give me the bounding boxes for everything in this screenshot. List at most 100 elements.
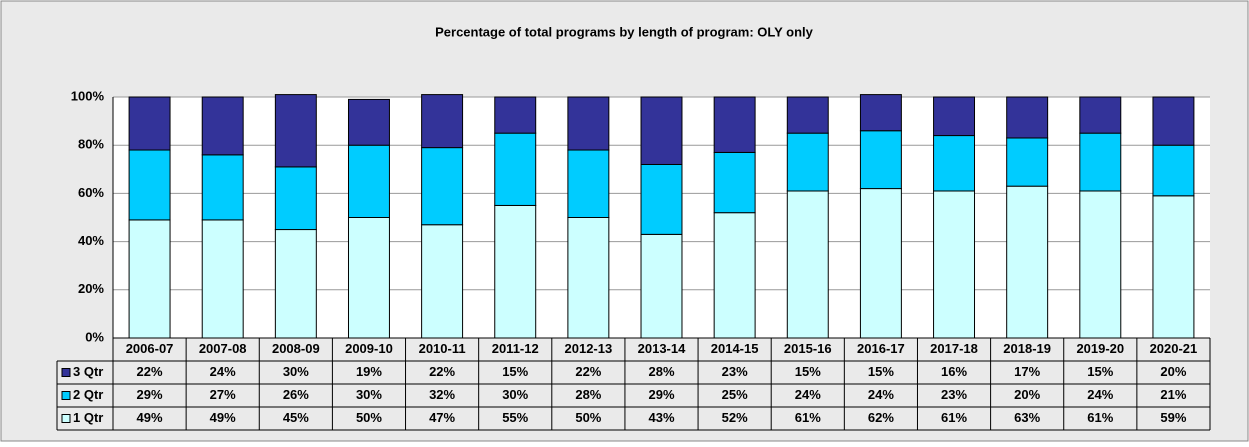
legend-label: 3 Qtr [73,364,103,379]
chart-title: Percentage of total programs by length o… [435,24,814,39]
y-tick-label: 80% [78,137,104,152]
bar-segment [567,149,610,219]
bar-segment [421,224,464,339]
x-tick-label: 2013-14 [638,341,686,356]
bar-segment [1152,144,1195,197]
x-tick-label: 2011-12 [492,341,539,356]
data-label: 30% [283,364,309,379]
bar-segment [933,135,976,192]
bar-segment [713,151,756,214]
y-tick-label: 60% [78,185,104,200]
bar-segment [421,147,464,226]
bar-segment [1152,96,1195,146]
bar-segment [786,96,829,134]
bar-segment [786,190,829,339]
bar-segment [494,204,537,339]
bar-segment [274,229,317,339]
data-label: 47% [429,410,455,425]
data-label: 23% [941,387,967,402]
bar-segment [1079,132,1122,192]
y-tick-label: 40% [78,233,104,248]
data-label: 29% [648,387,674,402]
data-label: 22% [137,364,163,379]
data-label: 20% [1014,387,1040,402]
bar-segment [1079,96,1122,134]
bar-segment [1152,195,1195,339]
data-label: 25% [722,387,748,402]
data-label: 20% [1160,364,1186,379]
bar-segment [713,212,756,339]
data-label: 30% [502,387,528,402]
data-label: 15% [795,364,821,379]
y-tick-label: 20% [78,281,104,296]
x-tick-label: 2017-18 [930,341,978,356]
data-label: 24% [210,364,236,379]
data-label: 24% [868,387,894,402]
data-label: 29% [137,387,163,402]
data-label: 43% [648,410,674,425]
data-label: 61% [941,410,967,425]
bar-segment [933,190,976,339]
bar-segment [1079,190,1122,339]
data-label: 52% [722,410,748,425]
bar-segment [786,132,829,192]
data-label: 22% [429,364,455,379]
bar-segment [640,233,683,339]
x-tick-label: 2018-19 [1003,341,1051,356]
bar-segment [128,96,171,151]
bar-segment [201,154,244,221]
data-label: 28% [648,364,674,379]
bar-segment [567,217,610,339]
bar-segment [713,96,756,153]
bar-segment [859,94,902,132]
data-label: 50% [356,410,382,425]
data-label: 61% [795,410,821,425]
legend-swatch [61,368,71,377]
legend-label: 1 Qtr [73,410,103,425]
data-label: 55% [502,410,528,425]
x-tick-label: 2015-16 [784,341,832,356]
data-label: 62% [868,410,894,425]
x-tick-label: 2016-17 [857,341,905,356]
data-label: 15% [1087,364,1113,379]
data-label: 23% [722,364,748,379]
data-label: 63% [1014,410,1040,425]
data-label: 27% [210,387,236,402]
bar-segment [347,144,390,218]
data-label: 61% [1087,410,1113,425]
data-label: 30% [356,387,382,402]
bar-segment [859,188,902,339]
bar-segment [128,219,171,339]
data-label: 21% [1160,387,1186,402]
bar-segment [1006,185,1049,339]
bar-segment [274,166,317,231]
bar-segment [494,132,537,206]
x-tick-label: 2014-15 [711,341,759,356]
x-tick-label: 2012-13 [565,341,613,356]
x-tick-label: 2007-08 [199,341,247,356]
data-label: 50% [575,410,601,425]
legend-label: 2 Qtr [73,387,103,402]
bar-segment [421,94,464,149]
data-label: 15% [868,364,894,379]
data-label: 28% [575,387,601,402]
data-label: 59% [1160,410,1186,425]
data-label: 24% [795,387,821,402]
bar-segment [347,98,390,146]
bar-segment [274,94,317,168]
data-label: 16% [941,364,967,379]
bar-segment [494,96,537,134]
data-label: 15% [502,364,528,379]
bar-segment [347,217,390,339]
data-label: 26% [283,387,309,402]
bar-segment [567,96,610,151]
x-tick-label: 2009-10 [345,341,393,356]
bar-segment [1006,96,1049,139]
bar-segment [128,149,171,221]
y-tick-label: 0% [85,329,104,344]
data-label: 49% [210,410,236,425]
x-tick-label: 2020-21 [1150,341,1198,356]
bar-segment [640,96,683,165]
y-tick-label: 100% [71,88,105,103]
